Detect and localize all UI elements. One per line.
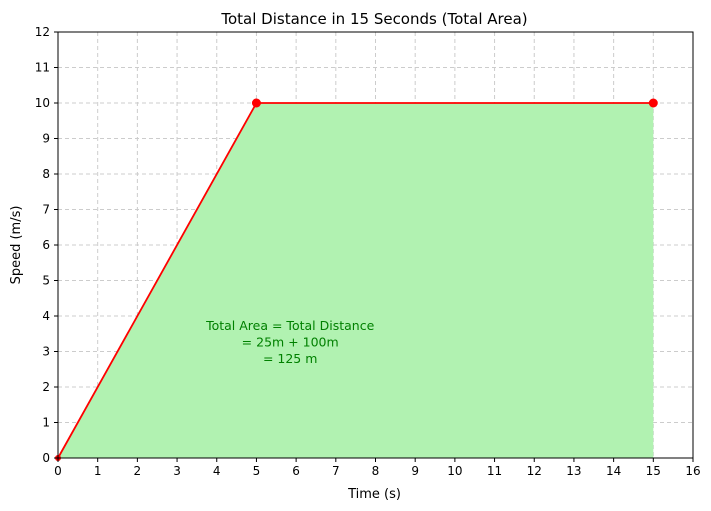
x-tick-label: 8: [372, 464, 380, 478]
x-tick-label: 15: [646, 464, 661, 478]
x-tick-label: 2: [134, 464, 142, 478]
x-tick-label: 1: [94, 464, 102, 478]
x-axis-ticks: 0 1 2 3 4 5 6 7 8 9 10 11 12 13 14 15 16: [54, 458, 701, 478]
y-tick-label: 3: [42, 345, 50, 359]
x-tick-label: 3: [173, 464, 181, 478]
y-axis-label: Speed (m/s): [9, 206, 24, 285]
y-tick-label: 5: [42, 274, 50, 288]
x-tick-label: 12: [527, 464, 542, 478]
annotation-line: Total Area = Total Distance: [205, 318, 374, 333]
x-tick-label: 14: [606, 464, 621, 478]
x-tick-label: 7: [332, 464, 340, 478]
total-distance-area: [58, 103, 654, 458]
y-tick-label: 7: [42, 203, 50, 217]
y-tick-label: 6: [42, 238, 50, 252]
data-point: [251, 98, 261, 108]
x-tick-label: 0: [54, 464, 62, 478]
data-point: [648, 98, 658, 108]
x-tick-label: 13: [566, 464, 581, 478]
x-tick-label: 16: [685, 464, 700, 478]
y-tick-label: 2: [42, 380, 50, 394]
y-tick-label: 11: [35, 61, 50, 75]
data-points: [55, 98, 658, 461]
x-tick-label: 10: [447, 464, 462, 478]
area-annotation: Total Area = Total Distance = 25m + 100m=…: [205, 318, 374, 366]
y-tick-label: 10: [35, 96, 50, 110]
x-tick-label: 11: [487, 464, 502, 478]
annotation-line: = 125 m: [263, 351, 317, 366]
chart-title: Total Distance in 15 Seconds (Total Area…: [220, 10, 527, 28]
y-tick-label: 8: [42, 167, 50, 181]
x-tick-label: 6: [292, 464, 300, 478]
y-tick-label: 9: [42, 132, 50, 146]
y-tick-label: 4: [42, 309, 50, 323]
x-tick-label: 5: [253, 464, 261, 478]
y-tick-label: 12: [35, 25, 50, 39]
y-tick-label: 1: [42, 416, 50, 430]
x-tick-label: 4: [213, 464, 221, 478]
x-tick-label: 9: [411, 464, 419, 478]
y-tick-label: 0: [42, 451, 50, 465]
annotation-line: = 25m + 100m: [242, 335, 339, 350]
x-axis-label: Time (s): [347, 487, 401, 502]
